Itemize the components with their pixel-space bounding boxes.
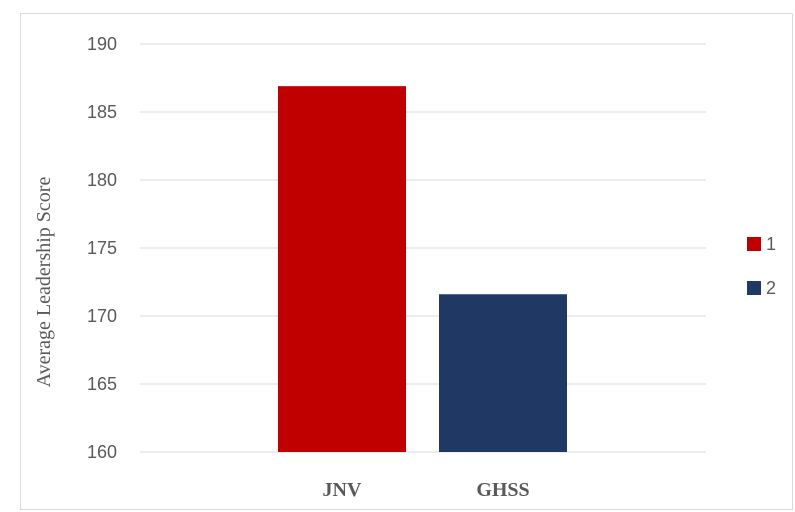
legend-swatch (747, 281, 761, 295)
x-axis-ticks: JNV GHSS (323, 479, 530, 501)
x-tick-label: GHSS (476, 479, 529, 501)
y-axis-label: Average Leadership Score (33, 177, 55, 388)
legend-swatch (747, 237, 761, 251)
bar-jnv (278, 86, 406, 452)
y-axis-ticks: 160 165 170 175 180 185 190 (87, 34, 117, 462)
y-tick-label: 160 (87, 442, 117, 462)
y-tick-label: 190 (87, 34, 117, 54)
bar-ghss (439, 294, 567, 452)
bars (278, 86, 567, 452)
legend-label: 2 (766, 278, 776, 298)
legend-label: 1 (766, 234, 776, 254)
y-tick-label: 175 (87, 238, 117, 258)
y-tick-label: 180 (87, 170, 117, 190)
y-tick-label: 185 (87, 102, 117, 122)
y-tick-label: 165 (87, 374, 117, 394)
legend: 12 (747, 234, 776, 298)
x-tick-label: JNV (323, 479, 362, 501)
gridlines (140, 43, 706, 453)
y-tick-label: 170 (87, 306, 117, 326)
chart-frame (20, 13, 793, 510)
